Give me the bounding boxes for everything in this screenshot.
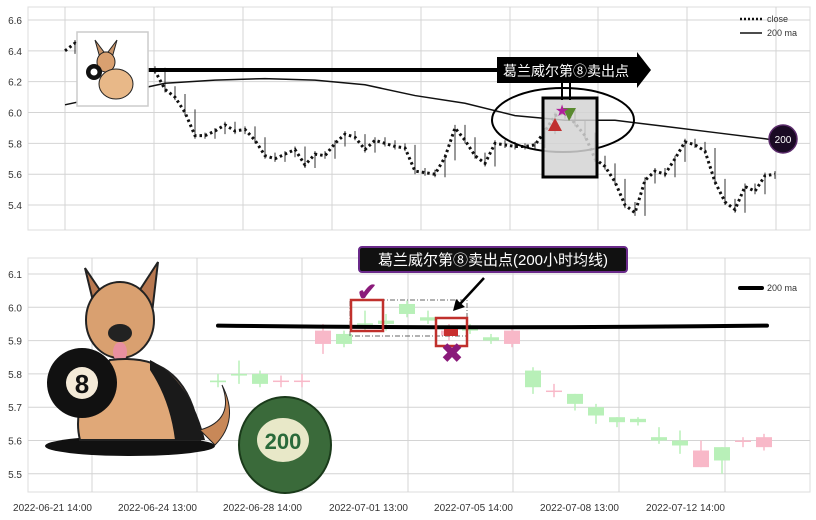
ma200-line xyxy=(216,323,769,330)
top-annotations: 葛兰威尔第⑧卖出点 ★ 200 xyxy=(76,31,798,179)
highlight-box-second xyxy=(434,316,469,348)
top-ytick-label: 5.4 xyxy=(8,201,22,212)
highlight-box-first xyxy=(349,298,385,333)
candle-body xyxy=(546,390,562,393)
down-triangle-marker xyxy=(563,108,576,121)
candle-body xyxy=(294,380,310,383)
bottom-xtick-label: 2022-07-12 14:00 xyxy=(646,503,725,514)
dog-illustration-icon: 8 xyxy=(45,261,231,456)
candle-body xyxy=(672,440,688,446)
sell-arrow xyxy=(497,52,651,88)
star-marker: ★ xyxy=(555,103,569,120)
candle-body xyxy=(588,407,604,416)
bottom-xtick-label: 2022-06-24 13:00 xyxy=(118,503,197,514)
bottom-ytick-label: 5.9 xyxy=(8,337,22,348)
cross-icon: ✖ xyxy=(441,338,463,368)
top-ytick-label: 6.2 xyxy=(8,78,22,89)
candle-body xyxy=(630,418,646,423)
candle-body xyxy=(525,370,541,388)
candle-body xyxy=(651,437,667,441)
check-icon: ✔ xyxy=(357,279,377,306)
up-triangle-marker xyxy=(548,118,562,131)
labels: 5.4 5.6 5.8 6.0 6.2 6.4 6.6 close 200 ma 2022-06-… xyxy=(8,14,797,514)
dog-tongue xyxy=(113,342,127,362)
candle-body xyxy=(357,323,373,325)
ma200-line xyxy=(64,77,776,142)
bottom-ytick-label: 6.0 xyxy=(8,303,22,314)
candle-body xyxy=(420,317,436,321)
candle-body xyxy=(252,373,268,384)
bottom-series xyxy=(210,300,772,474)
top-grid xyxy=(27,6,811,231)
sell-label-box xyxy=(358,246,628,273)
green-ball-label: 200 xyxy=(265,429,302,454)
dog-saddle xyxy=(150,360,205,440)
candle-body xyxy=(399,303,415,314)
candle-body xyxy=(273,380,289,383)
bottom-xtick-label: 2022-07-08 13:00 xyxy=(540,503,619,514)
top-plot-area xyxy=(27,6,811,231)
sell-label: 葛兰威尔第⑧卖出点 xyxy=(503,63,629,79)
candle-body xyxy=(567,393,583,404)
candle-body xyxy=(483,337,499,341)
top-series xyxy=(64,40,776,216)
legend-ma-label: 200 ma xyxy=(767,283,797,293)
top-ytick-label: 6.4 xyxy=(8,47,22,58)
pointer-arrow xyxy=(459,277,485,305)
legend-close-label: close xyxy=(767,14,788,24)
legend-ma-label: 200 ma xyxy=(767,28,797,38)
bottom-ytick-label: 5.6 xyxy=(8,437,22,448)
candle-body xyxy=(210,380,226,383)
bottom-ytick-label: 6.1 xyxy=(8,270,22,281)
ma200-badge-label: 200 xyxy=(775,135,792,146)
bottom-xtick-label: 2022-06-28 14:00 xyxy=(223,503,302,514)
dog-tail xyxy=(199,384,231,446)
top-ytick-label: 6.0 xyxy=(8,109,22,120)
candle-body xyxy=(315,330,331,344)
bottom-xtick-label: 2022-06-21 14:00 xyxy=(13,503,92,514)
bottom-ytick-label: 5.5 xyxy=(8,470,22,481)
sell-label: 葛兰威尔第⑧卖出点(200小时均线) xyxy=(378,251,608,269)
candle-body xyxy=(756,437,772,448)
ma200-badge xyxy=(768,124,798,154)
candle-body xyxy=(378,320,394,324)
bottom-xtick-label: 2022-07-05 14:00 xyxy=(434,503,513,514)
bottom-ytick-label: 5.8 xyxy=(8,370,22,381)
eight-ball-spot xyxy=(90,68,98,76)
bottom-annotations: ✔ ✖ 葛兰威尔第⑧卖出点(200小时均线) 8 200 xyxy=(45,246,628,494)
candle-body xyxy=(231,373,247,376)
candle-body xyxy=(714,447,730,461)
dog-snout xyxy=(108,324,132,342)
close-line xyxy=(64,41,776,216)
dog-sticker-icon xyxy=(76,31,149,107)
green-ball-spot xyxy=(257,418,309,462)
candle-body xyxy=(735,440,751,442)
candle-body xyxy=(693,450,709,468)
top-ytick-label: 5.8 xyxy=(8,139,22,150)
bottom-ytick-label: 5.7 xyxy=(8,403,22,414)
top-ytick-label: 6.6 xyxy=(8,16,22,27)
eight-ball-label: 8 xyxy=(75,369,89,399)
candle-body xyxy=(336,333,352,344)
candle-body xyxy=(609,417,625,423)
candle-body xyxy=(504,330,520,344)
pointer-arrowhead xyxy=(453,299,465,311)
top-ytick-label: 5.6 xyxy=(8,170,22,181)
highlight-candle xyxy=(444,329,458,336)
bottom-xtick-label: 2022-07-01 13:00 xyxy=(329,503,408,514)
dog-body xyxy=(98,68,134,100)
eight-ball-spot xyxy=(66,367,98,399)
